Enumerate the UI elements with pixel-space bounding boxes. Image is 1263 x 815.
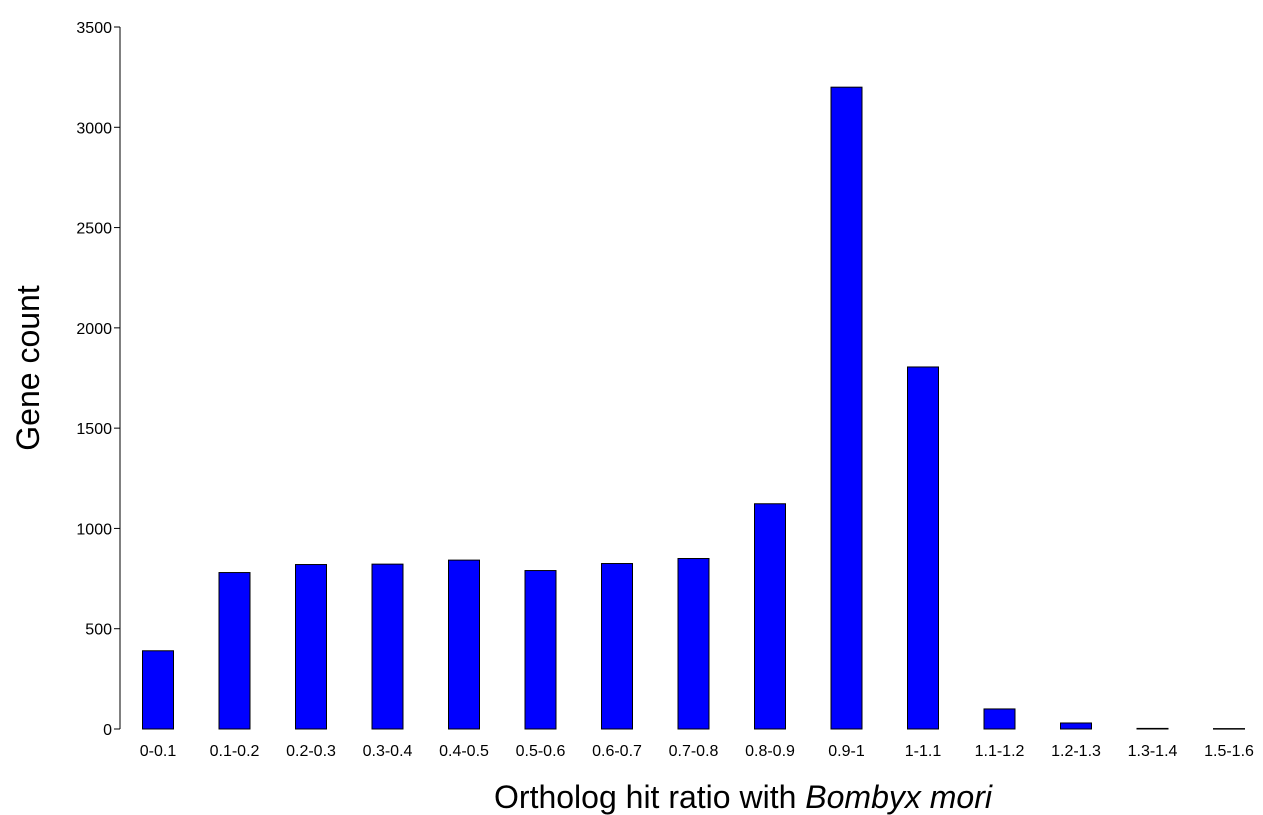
y-tick-label: 3000: [76, 120, 112, 137]
y-tick-label: 3500: [76, 20, 112, 37]
x-tick-label: 0.9-1: [828, 743, 865, 760]
y-axis-title: Gene count: [10, 285, 46, 451]
x-tick-label: 0-0.1: [140, 743, 177, 760]
x-tick-label: 1.3-1.4: [1128, 743, 1178, 760]
bar: [448, 559, 480, 730]
bar: [983, 708, 1016, 730]
y-tick-label: 2000: [76, 321, 112, 338]
bar: [142, 650, 174, 730]
y-tick-label: 1500: [76, 421, 112, 438]
x-ticks: 0-0.1 0.1-0.2 0.2-0.3 0.3-0.4 0.4-0.5 0.5-0.6…: [140, 743, 1254, 760]
x-tick-label: 0.2-0.3: [286, 743, 336, 760]
bar: [754, 503, 786, 730]
bar: [1136, 727, 1169, 730]
bar: [295, 564, 327, 730]
bar: [907, 366, 939, 730]
x-tick-label: 0.4-0.5: [439, 743, 489, 760]
y-tick-label: 500: [85, 622, 112, 639]
x-tick-label: 1.5-1.6: [1204, 743, 1254, 760]
bar: [830, 86, 863, 730]
x-axis-title-main: Ortholog hit ratio with: [494, 779, 805, 815]
x-axis-title-italic: Bombyx mori: [805, 779, 993, 815]
x-tick-label: 0.1-0.2: [210, 743, 260, 760]
bar: [218, 572, 251, 730]
bar: [1213, 728, 1245, 730]
x-tick-label: 0.3-0.4: [363, 743, 413, 760]
x-tick-label: 0.8-0.9: [745, 743, 795, 760]
x-tick-label: 0.6-0.7: [592, 743, 642, 760]
x-tick-label: 0.5-0.6: [516, 743, 566, 760]
bar: [371, 563, 404, 730]
x-tick-label: 1.2-1.3: [1051, 743, 1101, 760]
x-tick-label: 1-1.1: [905, 743, 942, 760]
y-tick-label: 2500: [76, 221, 112, 238]
y-tick-label: 0: [103, 722, 112, 739]
bars: [142, 86, 1245, 730]
y-ticks: 0 500 1000 1500 2000 2500 3000 3500: [76, 20, 120, 739]
bar: [1060, 722, 1092, 730]
y-tick-label: 1000: [76, 521, 112, 538]
bar: [524, 570, 557, 730]
x-tick-label: 0.7-0.8: [669, 743, 719, 760]
x-axis-title: Ortholog hit ratio with Bombyx mori: [494, 779, 993, 815]
bar: [601, 563, 633, 730]
bar: [677, 558, 710, 730]
x-tick-label: 1.1-1.2: [975, 743, 1025, 760]
